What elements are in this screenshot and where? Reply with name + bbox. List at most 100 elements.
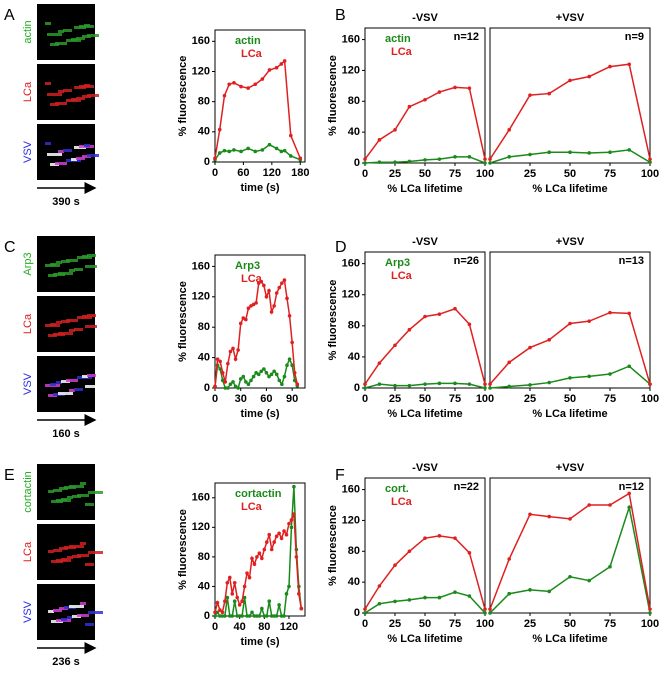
data-point	[282, 614, 286, 618]
x-tick-label: 30	[235, 393, 247, 405]
y-axis-label: % fluorescence	[327, 55, 339, 136]
y-tick-label: 0	[354, 382, 360, 394]
data-point	[259, 369, 264, 374]
data-point	[264, 540, 269, 544]
data-point	[227, 149, 232, 154]
data-point	[488, 161, 492, 165]
data-point	[279, 62, 284, 66]
data-point	[254, 301, 258, 305]
x-tick-label: 90	[286, 393, 298, 405]
data-point	[282, 278, 287, 282]
kymograph-streak	[71, 158, 77, 161]
data-point	[393, 128, 397, 132]
data-point	[627, 505, 631, 510]
kymograph-streak	[76, 37, 85, 40]
x-axis-label: % LCa lifetime	[387, 408, 462, 420]
kymograph-streak	[82, 255, 88, 258]
data-point	[245, 614, 249, 618]
n-annotation: n=12	[454, 31, 479, 43]
x-tick-label: 60	[260, 393, 272, 405]
panel-title: +VSV	[556, 462, 585, 474]
data-point	[528, 152, 532, 157]
x-tick-label: 50	[419, 618, 431, 630]
channel-label: VSV	[22, 140, 34, 163]
data-point	[290, 363, 294, 368]
x-tick-label: 25	[389, 168, 401, 180]
y-tick-label: 0	[354, 157, 360, 169]
data-point	[247, 614, 252, 618]
series-line	[364, 591, 486, 614]
kymograph-streak	[58, 90, 64, 93]
x-tick-label: 120	[280, 621, 298, 633]
y-axis-label: % fluorescence	[177, 56, 189, 137]
x-tick-label: 50	[419, 393, 431, 405]
data-point	[253, 82, 258, 87]
data-point	[488, 607, 492, 611]
y-tick-label: 40	[348, 126, 360, 138]
data-point	[272, 369, 276, 374]
data-point	[507, 155, 512, 159]
data-point	[213, 384, 217, 389]
data-point	[262, 283, 266, 288]
data-point	[220, 614, 225, 618]
data-point	[277, 531, 281, 536]
legend-entry: Arp3	[235, 260, 260, 272]
data-point	[377, 138, 382, 142]
kymograph-streak	[59, 547, 68, 550]
y-tick-label: 160	[342, 33, 360, 45]
kymograph-streak	[85, 623, 94, 626]
data-point	[393, 160, 397, 165]
data-point	[267, 68, 272, 72]
n-annotation: n=9	[625, 31, 644, 43]
y-axis-label: % fluorescence	[177, 281, 189, 362]
legend-entry: actin	[235, 35, 261, 47]
data-point	[507, 128, 512, 132]
data-point	[437, 534, 442, 538]
data-point	[226, 361, 230, 366]
kymograph-streak	[63, 89, 72, 92]
kymograph-streak	[72, 615, 81, 618]
data-point	[218, 359, 222, 364]
kymograph-streak	[50, 43, 59, 46]
data-point	[250, 610, 254, 615]
data-point	[528, 93, 532, 97]
data-point	[277, 285, 282, 290]
kymograph-streak	[48, 490, 54, 493]
y-axis-label: % fluorescence	[327, 280, 339, 361]
x-tick-label: 120	[263, 167, 281, 179]
kymograph-streak	[72, 555, 81, 558]
x-tick-label: 80	[258, 621, 270, 633]
n-annotation: n=13	[619, 255, 644, 267]
x-axis-label: % LCa lifetime	[532, 633, 607, 645]
y-tick-label: 160	[192, 260, 210, 272]
data-point	[608, 310, 612, 315]
kymograph-image	[37, 584, 95, 640]
data-point	[238, 321, 243, 326]
kymograph-streak	[69, 485, 84, 488]
data-point	[225, 595, 230, 600]
data-point	[648, 157, 652, 161]
y-tick-label: 40	[198, 580, 210, 592]
kymograph-streak	[69, 269, 75, 272]
kymograph-streak	[82, 35, 91, 38]
x-tick-label: 0	[212, 621, 218, 633]
data-point	[226, 386, 230, 390]
x-tick-label: 25	[524, 168, 536, 180]
kymograph-streak	[87, 374, 96, 377]
data-point	[297, 592, 301, 596]
data-point	[274, 534, 279, 538]
data-point	[467, 382, 472, 386]
y-tick-label: 120	[342, 289, 360, 301]
data-point	[249, 378, 253, 383]
kymograph-streak	[66, 319, 78, 322]
data-point	[528, 512, 532, 517]
data-point	[294, 555, 299, 559]
data-point	[363, 607, 367, 611]
plot-frame	[364, 477, 486, 614]
panel-title: +VSV	[556, 12, 585, 24]
y-tick-label: 0	[204, 156, 210, 168]
data-point	[627, 148, 631, 152]
data-point	[568, 517, 572, 521]
data-point	[220, 371, 225, 375]
data-point	[274, 614, 279, 618]
